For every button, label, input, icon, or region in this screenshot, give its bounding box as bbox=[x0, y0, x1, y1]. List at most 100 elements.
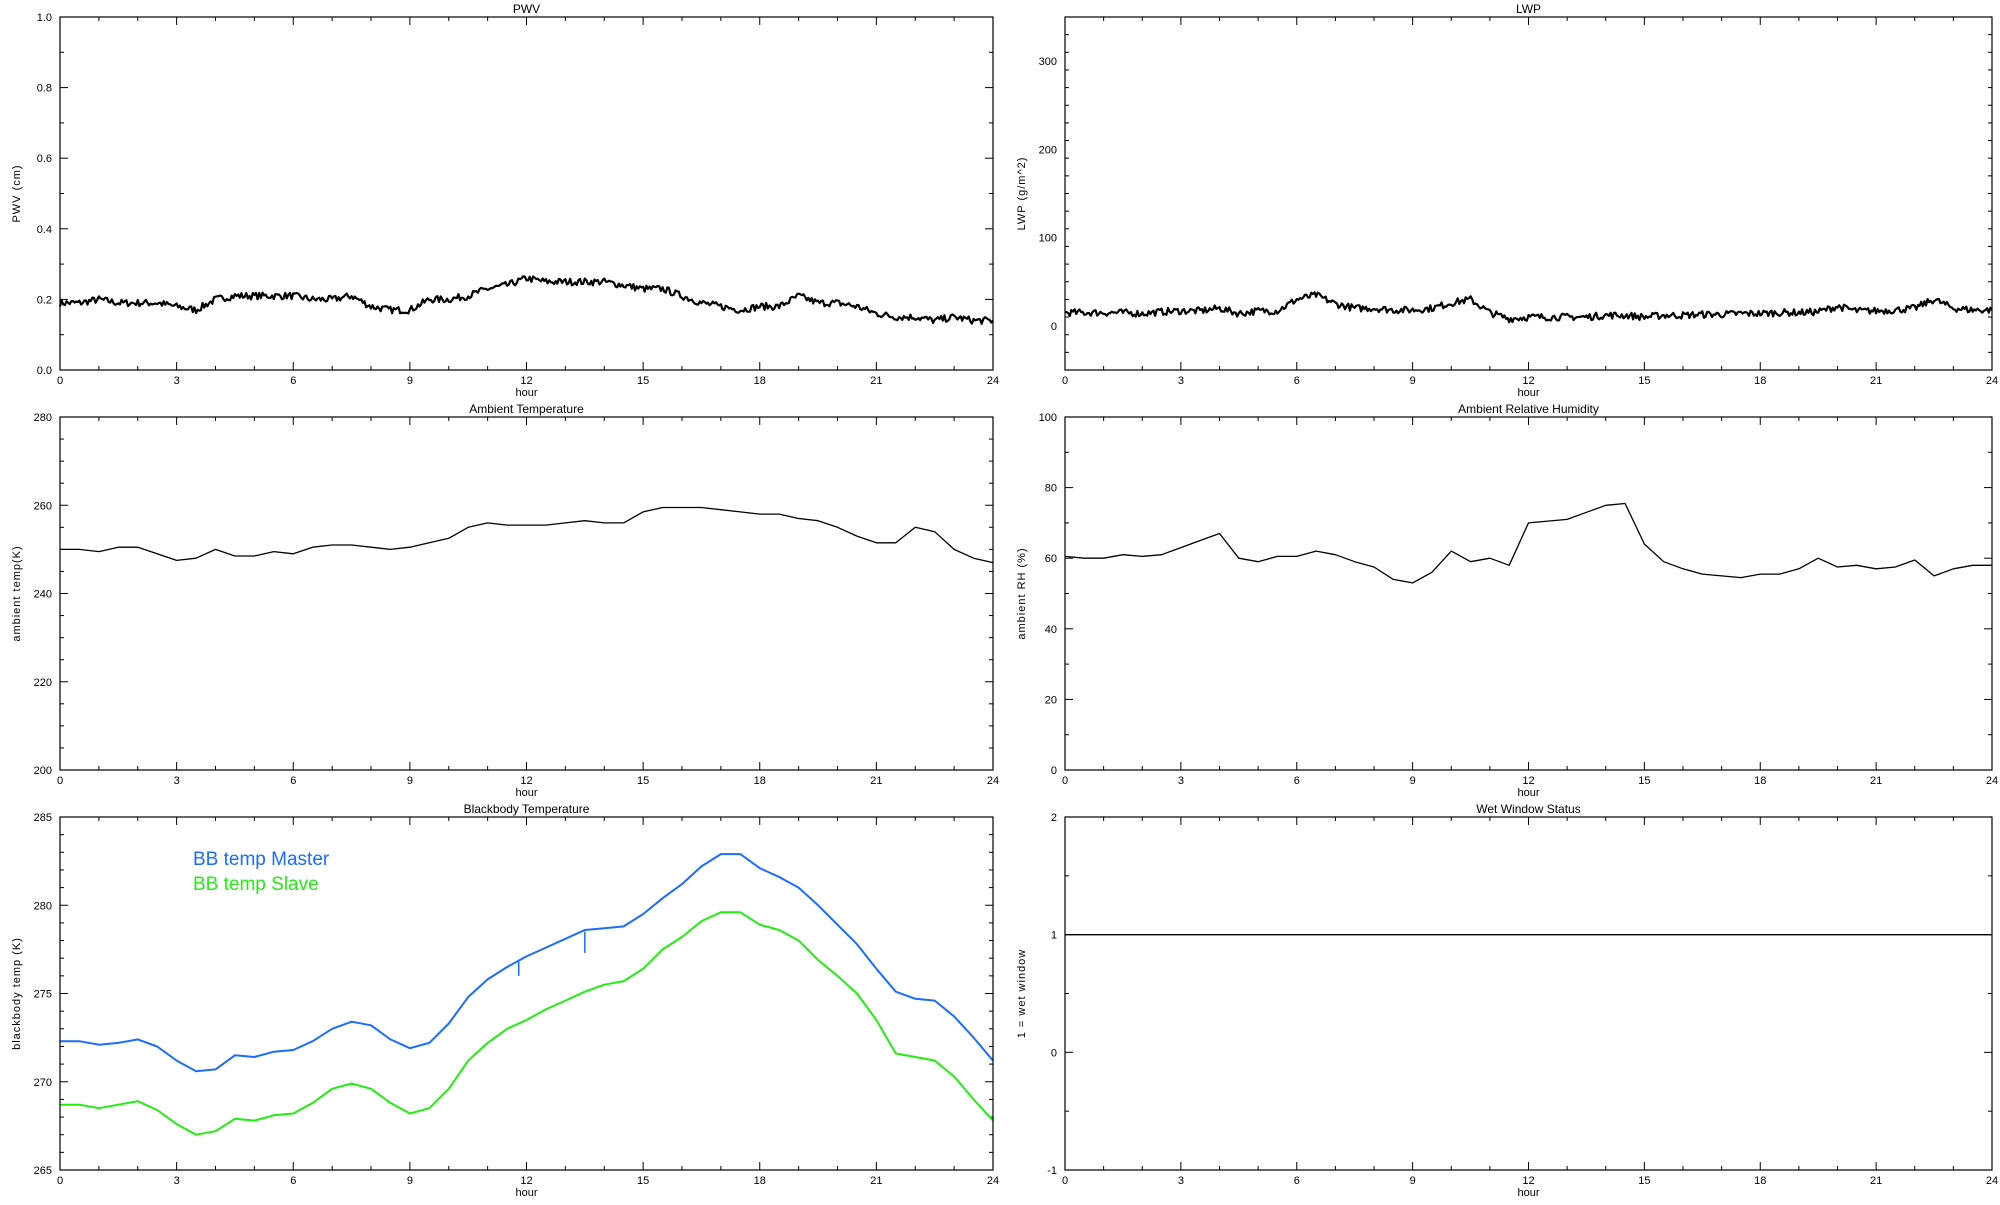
x-tick-label: 24 bbox=[987, 775, 999, 787]
y-tick-label: 0 bbox=[1051, 765, 1057, 777]
x-tick-label: 21 bbox=[1870, 1175, 1882, 1187]
x-tick-label: 3 bbox=[1178, 1175, 1184, 1187]
y-tick-label: 220 bbox=[34, 677, 52, 689]
y-tick-label: 100 bbox=[1039, 233, 1057, 245]
x-tick-label: 9 bbox=[1410, 1175, 1416, 1187]
chart-panel-wet-window-status: Wet Window Status hour 1 = wet window 0 3 6 9 1… bbox=[1016, 802, 1998, 1199]
plot-frame bbox=[59, 416, 994, 771]
y-tick-label: 100 bbox=[1039, 412, 1057, 424]
x-tick-label: 15 bbox=[637, 1175, 649, 1187]
y-tick-label: 0.8 bbox=[37, 83, 52, 95]
y-tick-label: 1.0 bbox=[37, 12, 52, 24]
plot-frame bbox=[59, 816, 994, 1171]
x-tick-label: 12 bbox=[1522, 375, 1534, 387]
y-tick-label: 0.4 bbox=[37, 224, 52, 236]
x-tick-label: 21 bbox=[870, 775, 882, 787]
series-line-pwv bbox=[58, 275, 994, 325]
x-axis-label: hour bbox=[1517, 787, 1539, 799]
x-tick-label: 24 bbox=[1986, 1175, 1998, 1187]
y-tick-label: 0 bbox=[1051, 321, 1057, 333]
x-tick-label: 9 bbox=[407, 375, 413, 387]
x-tick-label: 0 bbox=[57, 1175, 63, 1187]
x-tick-label: 12 bbox=[1522, 775, 1534, 787]
x-tick-label: 18 bbox=[1754, 775, 1766, 787]
x-tick-label: 21 bbox=[1870, 775, 1882, 787]
x-tick-label: 12 bbox=[520, 375, 532, 387]
y-tick-label: 280 bbox=[34, 412, 52, 424]
y-tick-label: 265 bbox=[34, 1165, 52, 1177]
plot-frame bbox=[1064, 16, 1993, 371]
x-tick-label: 21 bbox=[1870, 375, 1882, 387]
plot-frame bbox=[1064, 816, 1993, 1171]
x-tick-label: 18 bbox=[754, 775, 766, 787]
x-tick-label: 18 bbox=[754, 375, 766, 387]
x-tick-label: 24 bbox=[987, 1175, 999, 1187]
x-tick-label: 0 bbox=[1062, 375, 1068, 387]
x-tick-label: 15 bbox=[1638, 1175, 1650, 1187]
x-tick-label: 9 bbox=[1410, 775, 1416, 787]
series-line-bb-temp-slave bbox=[60, 911, 994, 1136]
x-axis-label: hour bbox=[1517, 387, 1539, 399]
chart-title: PWV bbox=[513, 2, 540, 16]
y-tick-label: 300 bbox=[1039, 56, 1057, 68]
x-tick-label: 21 bbox=[870, 1175, 882, 1187]
chart-title: Ambient Temperature bbox=[469, 402, 584, 416]
y-tick-label: 1 bbox=[1051, 930, 1057, 942]
chart-panel-ambient-temperature: Ambient Temperature hour ambient temp(K) 0 3… bbox=[11, 402, 999, 799]
x-tick-label: 3 bbox=[174, 775, 180, 787]
y-tick-label: 2 bbox=[1051, 812, 1057, 824]
legend-entry: BB temp Slave bbox=[193, 874, 319, 895]
x-tick-label: 3 bbox=[174, 1175, 180, 1187]
y-tick-label: 200 bbox=[1039, 144, 1057, 156]
y-tick-label: 0.6 bbox=[37, 153, 52, 165]
chart-panel-lwp: LWP hour LWP (g/m^2) 0 3 6 9 12 15 18 21 24 0 100 200 3… bbox=[1016, 2, 1998, 399]
y-axis-label: blackbody temp (K) bbox=[11, 937, 23, 1050]
y-tick-label: 0.2 bbox=[37, 294, 52, 306]
x-tick-label: 21 bbox=[870, 375, 882, 387]
x-tick-label: 6 bbox=[1294, 375, 1300, 387]
x-tick-label: 9 bbox=[1410, 375, 1416, 387]
y-axis-label: PWV (cm) bbox=[11, 164, 23, 222]
x-tick-label: 6 bbox=[1294, 1175, 1300, 1187]
chart-panel-blackbody-temperature: Blackbody Temperature hour blackbody temp … bbox=[11, 802, 999, 1199]
legend-entry: BB temp Master bbox=[193, 849, 330, 870]
x-tick-label: 18 bbox=[1754, 375, 1766, 387]
x-tick-label: 6 bbox=[290, 1175, 296, 1187]
x-tick-label: 12 bbox=[520, 1175, 532, 1187]
chart-title: LWP bbox=[1516, 2, 1541, 16]
x-tick-label: 15 bbox=[637, 375, 649, 387]
x-tick-label: 0 bbox=[1062, 775, 1068, 787]
y-tick-label: 0.0 bbox=[37, 365, 52, 377]
y-tick-label: -1 bbox=[1047, 1165, 1057, 1177]
y-tick-label: 80 bbox=[1045, 483, 1057, 495]
x-tick-label: 3 bbox=[1178, 775, 1184, 787]
y-tick-label: 0 bbox=[1051, 1047, 1057, 1059]
y-tick-label: 275 bbox=[34, 989, 52, 1001]
x-tick-label: 0 bbox=[1062, 1175, 1068, 1187]
y-tick-label: 260 bbox=[34, 500, 52, 512]
x-axis-label: hour bbox=[515, 787, 537, 799]
x-tick-label: 3 bbox=[1178, 375, 1184, 387]
series-line-ambient-rh bbox=[1064, 502, 1992, 584]
y-tick-label: 60 bbox=[1045, 553, 1057, 565]
x-tick-label: 12 bbox=[520, 775, 532, 787]
y-tick-label: 200 bbox=[34, 765, 52, 777]
chart-title: Ambient Relative Humidity bbox=[1458, 402, 1599, 416]
series-line-bb-temp-master bbox=[60, 853, 994, 1073]
x-tick-label: 24 bbox=[1986, 775, 1998, 787]
chart-panel-ambient-relative-humidity: Ambient Relative Humidity hour ambient RH … bbox=[1016, 402, 1998, 799]
x-axis-label: hour bbox=[515, 1187, 537, 1199]
chart-panel-pwv: PWV hour PWV (cm) 0 3 6 9 12 15 18 21 24 0.0 0.2 0.4 0.… bbox=[11, 2, 999, 399]
y-axis-label: LWP (g/m^2) bbox=[1016, 157, 1028, 231]
x-axis-label: hour bbox=[515, 387, 537, 399]
x-tick-label: 15 bbox=[637, 775, 649, 787]
x-tick-label: 9 bbox=[407, 775, 413, 787]
y-tick-label: 280 bbox=[34, 900, 52, 912]
x-tick-label: 24 bbox=[1986, 375, 1998, 387]
x-tick-label: 12 bbox=[1522, 1175, 1534, 1187]
x-tick-label: 18 bbox=[754, 1175, 766, 1187]
x-tick-label: 0 bbox=[57, 375, 63, 387]
x-tick-label: 6 bbox=[1294, 775, 1300, 787]
x-tick-label: 3 bbox=[174, 375, 180, 387]
